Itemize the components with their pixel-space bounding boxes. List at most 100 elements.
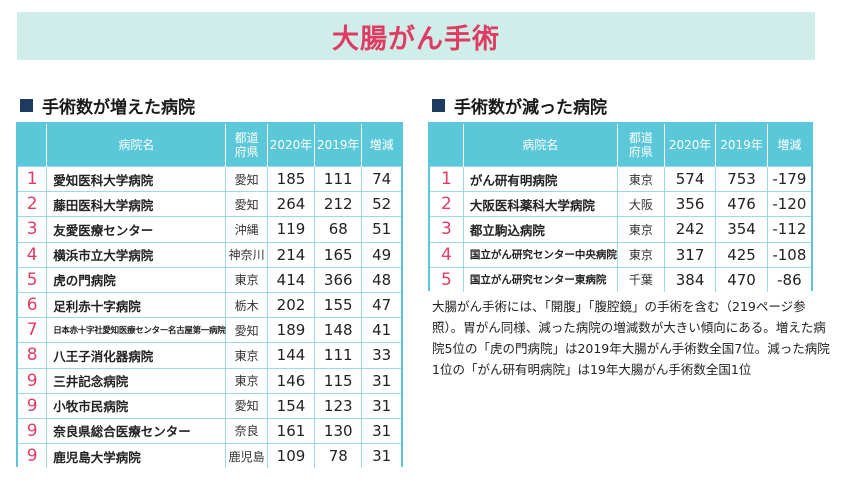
header-name: 病院名 [46,124,226,167]
count-2019-cell: 130 [314,417,362,444]
count-2020-cell: 202 [266,291,315,318]
change-cell: 47 [361,291,401,318]
prefecture-cell: 栃木 [225,291,268,318]
prefecture-cell: 愛知 [225,317,268,343]
page-title: 大腸がん手術 [332,23,500,55]
header-pref: 都道 府県 [616,124,665,167]
table-row: 9 小牧市民病院 愛知 154 123 31 [18,392,401,419]
count-2019-cell: 165 [314,241,362,268]
change-cell: 41 [361,317,401,343]
increased-heading-text: 手術数が増えた病院 [42,98,195,118]
prefecture-cell: 東京 [616,165,665,192]
rank-cell: 5 [18,266,47,293]
decreased-heading-text: 手術数が減った病院 [454,98,607,118]
count-2020-cell: 242 [663,216,716,243]
change-cell: 31 [361,392,401,419]
rank-cell: 9 [18,443,47,469]
table-row: 8 八王子消化器病院 東京 144 111 33 [18,342,401,368]
count-2019-cell: 354 [715,216,768,243]
prefecture-cell: 東京 [616,241,665,268]
count-2019-cell: 476 [715,191,768,217]
table-header-row: 病院名 都道 府県 2020年 2019年 増減 [18,124,401,167]
count-2019-cell: 148 [314,317,362,343]
count-2019-cell: 212 [314,191,362,217]
rank-cell: 5 [430,266,464,292]
header-change: 増減 [361,124,401,167]
table-row: 9 奈良県総合医療センター 奈良 161 130 31 [18,417,401,444]
count-2019-cell: 155 [314,291,362,318]
change-cell: 52 [361,191,401,217]
prefecture-cell: 愛知 [225,165,268,192]
header-pref: 都道 府県 [225,124,268,167]
count-2019-cell: 470 [715,266,768,292]
header-2020: 2020年 [663,124,716,167]
count-2020-cell: 144 [266,342,315,368]
square-bullet-icon [20,99,33,112]
hospital-name-cell: 三井記念病院 [46,367,226,394]
table-row: 4 横浜市立大学病院 神奈川 214 165 49 [18,241,401,268]
prefecture-cell: 鹿児島 [225,443,268,469]
rank-cell: 1 [430,165,464,192]
rank-cell: 9 [18,367,47,394]
header-2019: 2019年 [314,124,362,167]
rank-cell: 1 [18,165,47,192]
count-2020-cell: 189 [266,317,315,343]
hospital-name-cell: 愛知医科大学病院 [46,165,226,192]
table-header-row: 病院名 都道 府県 2020年 2019年 増減 [430,124,811,167]
change-cell: -179 [766,165,811,192]
header-2019: 2019年 [715,124,768,167]
count-2019-cell: 753 [715,165,768,192]
increased-heading: 手術数が増えた病院 [20,93,195,118]
title-banner: 大腸がん手術 [17,12,815,60]
rank-cell: 8 [18,342,47,368]
count-2019-cell: 111 [314,342,362,368]
header-rank [18,124,47,167]
square-bullet-icon [432,99,445,112]
rank-cell: 4 [18,241,47,268]
prefecture-cell: 東京 [225,266,268,293]
change-cell: 48 [361,266,401,293]
change-cell: 31 [361,367,401,394]
count-2020-cell: 384 [663,266,716,292]
prefecture-cell: 奈良 [225,417,268,444]
decreased-table: 病院名 都道 府県 2020年 2019年 増減 1 がん研有明病院 東京 574 75… [430,124,811,292]
table-row: 2 大阪医科薬科大学病院 大阪 356 476 -120 [430,191,811,217]
hospital-name-cell: 八王子消化器病院 [46,342,226,368]
change-cell: 74 [361,165,401,192]
change-cell: -112 [766,216,811,243]
table-row: 7 日本赤十字社愛知医療センター名古屋第一病院 愛知 189 148 41 [18,317,401,343]
rank-cell: 9 [18,392,47,419]
hospital-name-cell: がん研有明病院 [462,165,618,192]
hospital-name-cell: 奈良県総合医療センター [46,417,226,444]
hospital-name-cell: 横浜市立大学病院 [46,241,226,268]
change-cell: 51 [361,216,401,243]
hospital-name-cell: 藤田医科大学病院 [46,191,226,217]
prefecture-cell: 千葉 [616,266,665,292]
table-row: 6 足利赤十字病院 栃木 202 155 47 [18,291,401,318]
change-cell: 31 [361,443,401,469]
hospital-name-cell: 都立駒込病院 [462,216,618,243]
rank-cell: 3 [18,216,47,243]
prefecture-cell: 神奈川 [225,241,268,268]
header-change: 増減 [766,124,811,167]
header-2020: 2020年 [266,124,315,167]
count-2020-cell: 356 [663,191,716,217]
header-name: 病院名 [462,124,618,167]
change-cell: 49 [361,241,401,268]
count-2020-cell: 146 [266,367,315,394]
change-cell: 33 [361,342,401,368]
hospital-name-cell: 日本赤十字社愛知医療センター名古屋第一病院 [46,317,226,343]
prefecture-cell: 東京 [225,367,268,394]
count-2020-cell: 264 [266,191,315,217]
table-row: 4 国立がん研究センター中央病院 東京 317 425 -108 [430,241,811,268]
table-row: 9 鹿児島大学病院 鹿児島 109 78 31 [18,443,401,469]
hospital-name-cell: 鹿児島大学病院 [46,443,226,469]
count-2020-cell: 161 [266,417,315,444]
count-2019-cell: 366 [314,266,362,293]
hospital-name-cell: 大阪医科薬科大学病院 [462,191,618,217]
change-cell: -86 [766,266,811,292]
prefecture-cell: 愛知 [225,392,268,419]
change-cell: -120 [766,191,811,217]
count-2019-cell: 78 [314,443,362,469]
count-2019-cell: 123 [314,392,362,419]
